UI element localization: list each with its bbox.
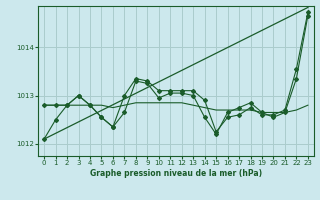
X-axis label: Graphe pression niveau de la mer (hPa): Graphe pression niveau de la mer (hPa) — [90, 169, 262, 178]
